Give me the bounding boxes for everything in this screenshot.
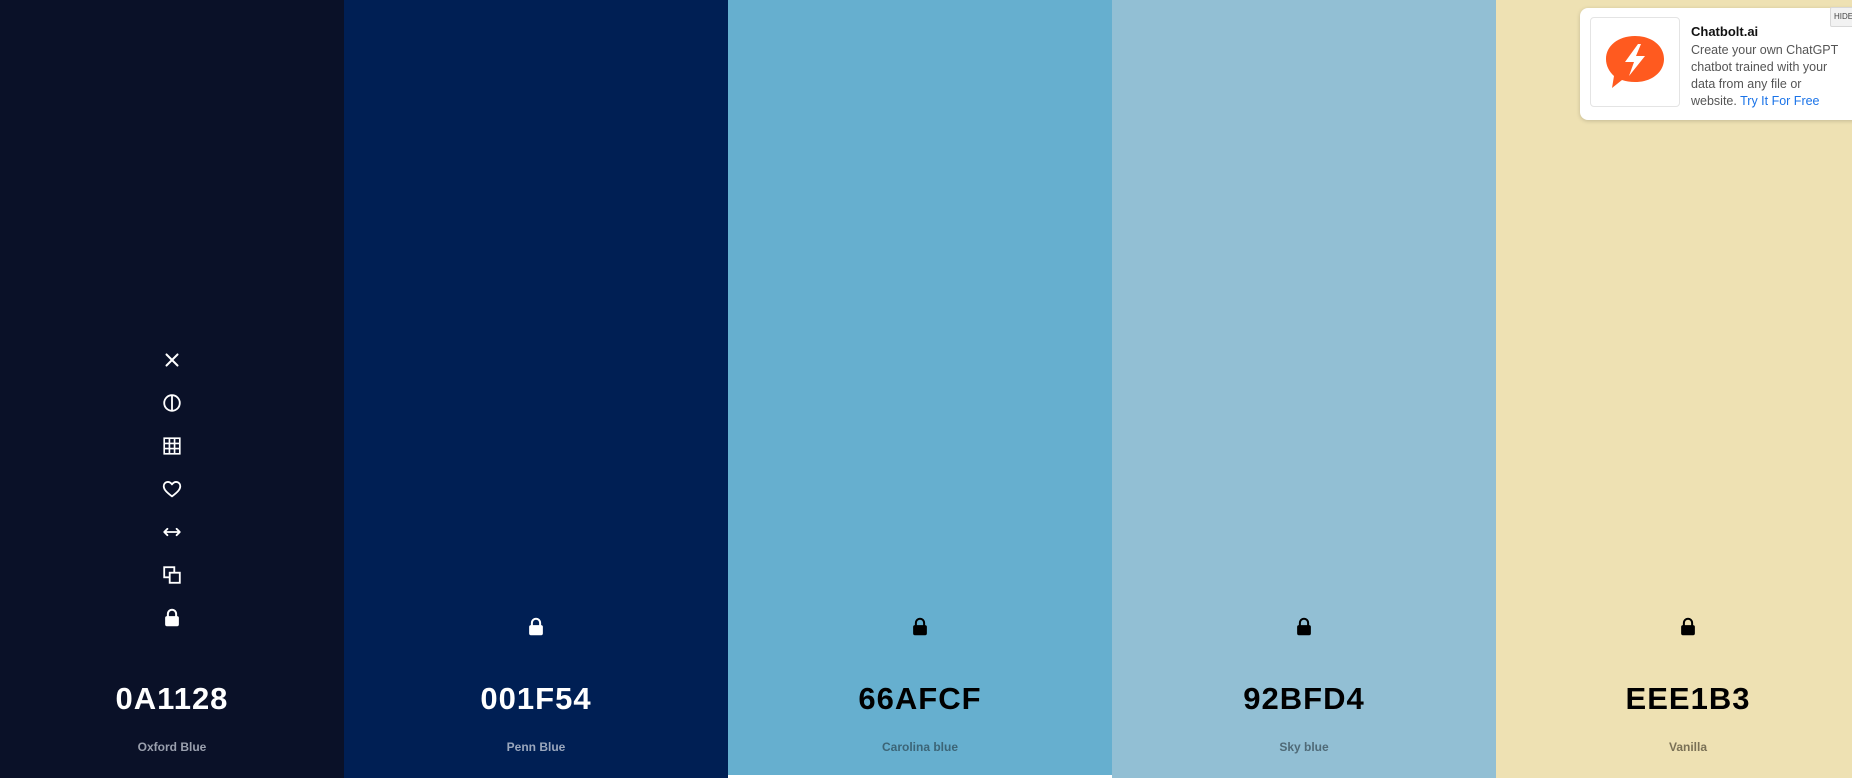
sponsored-card: Chatbolt.ai Create your own ChatGPT chat… [1580,8,1852,120]
lock-color-button[interactable] [1292,615,1316,639]
lock-icon [165,608,179,627]
chatbolt-logo-icon [1606,36,1664,88]
hide-ad-button[interactable]: HIDE [1830,7,1852,27]
selected-swatch-indicator [728,775,1112,778]
color-name[interactable]: Penn Blue [506,740,566,754]
lock-color-button[interactable] [160,606,184,630]
save-color-button[interactable] [160,477,184,501]
contrast-button[interactable] [160,391,184,415]
swatch-sky-blue[interactable]: 92BFD4 Sky blue [1112,0,1496,778]
hex-code[interactable]: 66AFCF [858,681,982,716]
hex-code[interactable]: 92BFD4 [1243,681,1365,716]
swatch-carolina-blue[interactable]: 66AFCF Carolina blue [728,0,1112,778]
contrast-icon [163,394,181,412]
lock-icon [913,617,927,636]
swatch-oxford-blue[interactable]: 0A1128 Oxford Blue [0,0,344,778]
try-it-free-link[interactable]: Try It For Free [1740,94,1820,108]
color-name[interactable]: Vanilla [1668,740,1708,754]
copy-icon [163,566,181,584]
color-name[interactable]: Sky blue [1279,740,1329,754]
swatch-penn-blue[interactable]: 001F54 Penn Blue [344,0,728,778]
lock-color-button[interactable] [524,615,548,639]
sponsor-title[interactable]: Chatbolt.ai [1691,24,1759,39]
lock-icon [1681,617,1695,636]
sponsor-logo[interactable] [1590,17,1680,107]
lock-icon [529,617,543,636]
lock-color-button[interactable] [908,615,932,639]
hex-code[interactable]: 0A1128 [115,681,229,716]
swatch-tools [0,348,344,630]
copy-hex-button[interactable] [160,563,184,587]
color-name[interactable]: Oxford Blue [137,740,207,754]
sponsor-description-text: Create your own ChatGPT chatbot trained … [1691,43,1839,108]
shades-grid-icon [163,437,181,455]
view-shades-button[interactable] [160,434,184,458]
drag-handle[interactable] [160,520,184,544]
color-name[interactable]: Carolina blue [881,740,958,754]
lock-color-button[interactable] [1676,615,1700,639]
swatch-vanilla[interactable]: EEE1B3 Vanilla [1496,0,1852,778]
lock-icon [1297,617,1311,636]
sponsor-description: Create your own ChatGPT chatbot trained … [1691,42,1846,110]
drag-arrows-icon [163,527,181,537]
hex-code[interactable]: 001F54 [480,681,592,716]
close-icon [165,353,179,367]
hex-code[interactable]: EEE1B3 [1625,681,1751,716]
remove-color-button[interactable] [160,348,184,372]
heart-icon [162,481,182,498]
